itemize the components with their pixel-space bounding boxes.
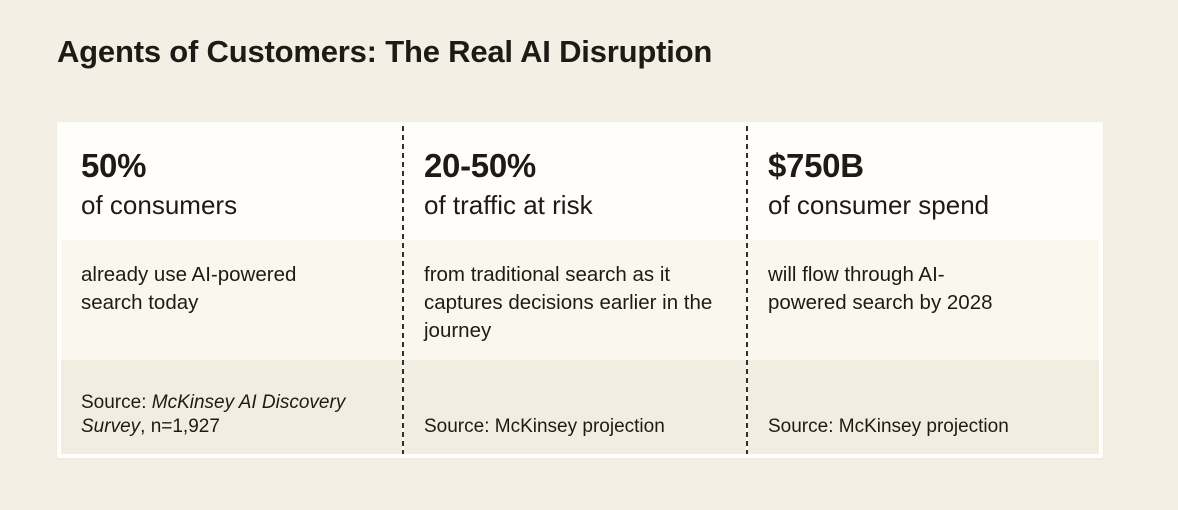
stat-description: will flow through AI-powered search by 2…	[768, 263, 993, 314]
stat-source-cell: Source: McKinsey projection	[404, 360, 746, 454]
source-prefix: Source: McKinsey projection	[424, 416, 665, 437]
source-prefix: Source:	[81, 392, 152, 413]
stats-card: 50% of consumers already use AI-powered …	[57, 122, 1103, 458]
stat-value: 20-50%	[424, 147, 536, 184]
stat-source-cell: Source: McKinsey AI Discovery Survey, n=…	[61, 360, 402, 454]
source-suffix: , n=1,927	[140, 416, 220, 437]
stats-grid: 50% of consumers already use AI-powered …	[61, 126, 1099, 454]
source-text: Source: McKinsey projection	[424, 415, 665, 439]
stat-value: $750B	[768, 147, 864, 184]
source-text: Source: McKinsey AI Discovery Survey, n=…	[81, 391, 378, 439]
stat-description: already use AI-powered search today	[81, 263, 297, 314]
stat-label: of traffic at risk	[424, 189, 593, 220]
source-text: Source: McKinsey projection	[768, 415, 1009, 439]
column-divider	[746, 126, 748, 454]
source-prefix: Source: McKinsey projection	[768, 416, 1009, 437]
page-title: Agents of Customers: The Real AI Disrupt…	[57, 34, 713, 69]
stat-label: of consumer spend	[768, 189, 990, 220]
stat-column-spend: $750B of consumer spend will flow throug…	[748, 126, 1099, 454]
stat-cell: 20-50% of traffic at risk	[404, 126, 746, 240]
stat-cell: $750B of consumer spend	[748, 126, 1099, 240]
stat-column-consumers: 50% of consumers already use AI-powered …	[61, 126, 402, 454]
stat-source-cell: Source: McKinsey projection	[748, 360, 1099, 454]
stat-value: 50%	[81, 147, 147, 184]
stat-description-cell: already use AI-powered search today	[61, 240, 402, 360]
stat-description-cell: from traditional search as it captures d…	[404, 240, 746, 360]
stat-description: from traditional search as it captures d…	[424, 263, 713, 342]
stat-description-cell: will flow through AI-powered search by 2…	[748, 240, 1099, 360]
source-citation: McKinsey AI Discovery Survey	[81, 392, 346, 437]
stat-cell: 50% of consumers	[61, 126, 402, 240]
stat-label: of consumers	[81, 189, 238, 220]
stat-column-traffic: 20-50% of traffic at risk from tradition…	[404, 126, 746, 454]
column-divider	[402, 126, 404, 454]
